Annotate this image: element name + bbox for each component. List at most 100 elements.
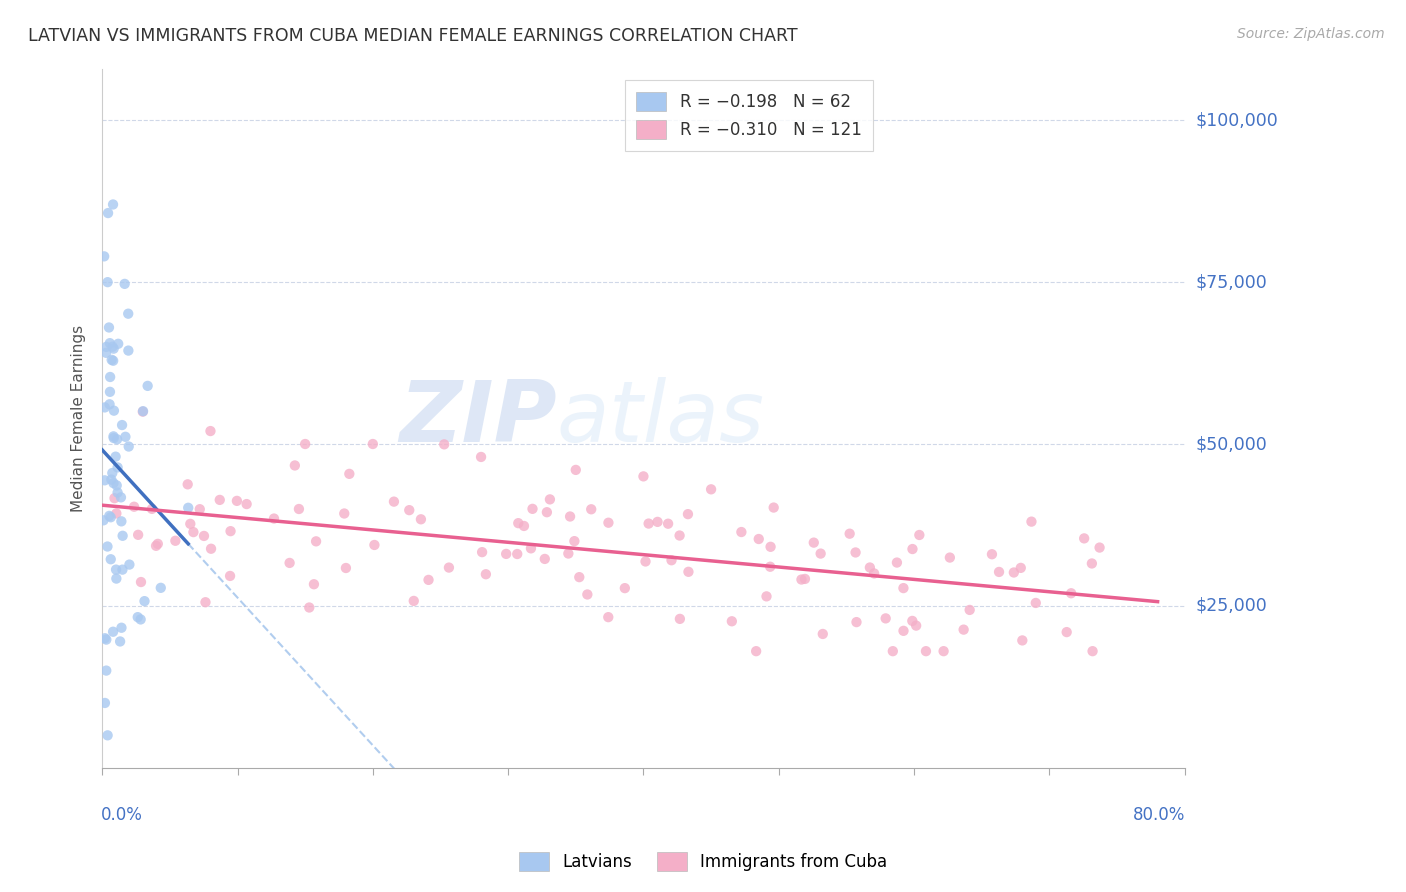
Point: [402, 594, 425, 608]
Point: [225, 494, 247, 508]
Point: [100, 510, 122, 524]
Point: [96, 340, 118, 354]
Point: [564, 534, 586, 549]
Point: [748, 532, 770, 546]
Point: [803, 535, 825, 549]
Point: [875, 611, 897, 625]
Point: [114, 277, 136, 291]
Text: $100,000: $100,000: [1195, 112, 1278, 129]
Point: [893, 624, 915, 638]
Point: [647, 515, 669, 529]
Point: [149, 581, 172, 595]
Point: [122, 500, 145, 514]
Point: [905, 618, 928, 632]
Point: [398, 503, 420, 517]
Point: [101, 466, 124, 480]
Point: [901, 614, 924, 628]
Point: [1081, 644, 1104, 658]
Point: [114, 430, 136, 444]
Point: [146, 537, 169, 551]
Point: [952, 623, 974, 637]
Point: [1073, 532, 1095, 546]
Point: [101, 353, 124, 368]
Point: [335, 561, 357, 575]
Point: [97, 728, 120, 742]
Text: 0.0%: 0.0%: [101, 806, 143, 824]
Point: [1011, 633, 1033, 648]
Point: [96, 664, 118, 678]
Point: [669, 612, 692, 626]
Point: [536, 505, 558, 519]
Point: [105, 507, 128, 521]
Point: [98, 370, 121, 384]
Point: [437, 560, 460, 574]
Point: [117, 307, 139, 321]
Point: [298, 600, 321, 615]
Point: [1056, 625, 1078, 640]
Point: [762, 500, 785, 515]
Point: [845, 545, 868, 559]
Point: [107, 485, 129, 500]
Point: [513, 519, 536, 533]
Point: [506, 547, 529, 561]
Text: atlas: atlas: [557, 376, 765, 459]
Point: [433, 437, 456, 451]
Point: [568, 570, 591, 584]
Point: [1002, 566, 1025, 580]
Point: [471, 545, 494, 559]
Point: [1081, 557, 1104, 571]
Point: [263, 511, 285, 525]
Point: [337, 467, 360, 481]
Point: [1088, 541, 1111, 555]
Point: [98, 320, 121, 334]
Point: [132, 404, 155, 418]
Point: [100, 552, 122, 566]
Point: [1021, 515, 1043, 529]
Point: [579, 502, 602, 516]
Point: [94, 696, 117, 710]
Point: [637, 516, 659, 531]
Point: [533, 552, 555, 566]
Point: [104, 450, 127, 464]
Point: [110, 621, 132, 635]
Point: [94, 631, 117, 645]
Point: [118, 440, 141, 454]
Point: [886, 556, 908, 570]
Point: [105, 572, 128, 586]
Point: [110, 491, 132, 505]
Point: [810, 547, 832, 561]
Point: [1010, 561, 1032, 575]
Point: [98, 508, 121, 523]
Point: [108, 634, 131, 648]
Y-axis label: Median Female Earnings: Median Female Earnings: [72, 325, 86, 512]
Point: [177, 500, 200, 515]
Point: [294, 437, 316, 451]
Point: [790, 573, 813, 587]
Point: [107, 460, 129, 475]
Point: [219, 569, 242, 583]
Text: $50,000: $50,000: [1195, 435, 1268, 453]
Point: [759, 540, 782, 554]
Point: [676, 507, 699, 521]
Point: [103, 431, 125, 445]
Point: [103, 403, 125, 417]
Point: [745, 644, 768, 658]
Point: [859, 560, 882, 574]
Point: [118, 558, 141, 572]
Point: [288, 502, 311, 516]
Point: [188, 502, 211, 516]
Point: [633, 469, 655, 483]
Point: [721, 614, 744, 628]
Point: [959, 603, 981, 617]
Point: [475, 567, 498, 582]
Point: [103, 476, 125, 491]
Point: [101, 624, 124, 639]
Point: [598, 610, 620, 624]
Point: [105, 563, 128, 577]
Point: [98, 384, 121, 399]
Text: 80.0%: 80.0%: [1133, 806, 1185, 824]
Point: [101, 197, 124, 211]
Point: [1060, 586, 1083, 600]
Point: [176, 477, 198, 491]
Legend: R = −​0.198   N = 62, R = −​0.310   N = 121: R = −​0.198 N = 62, R = −​0.310 N = 121: [624, 80, 873, 151]
